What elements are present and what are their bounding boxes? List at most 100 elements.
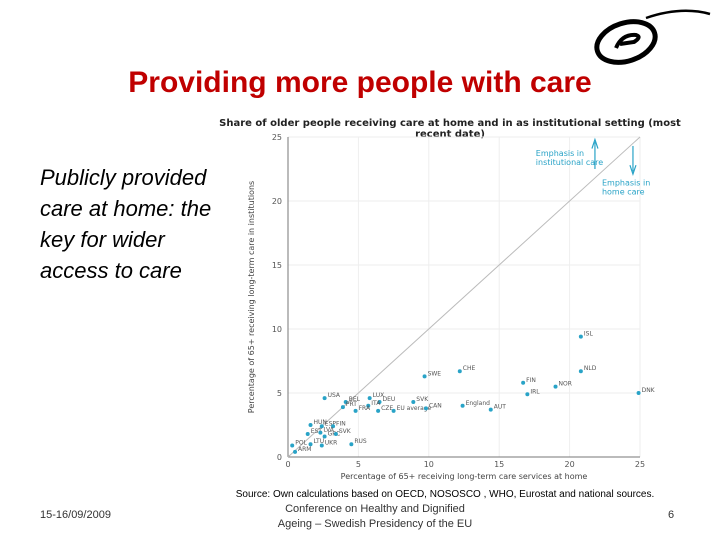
- data-point: [578, 334, 583, 339]
- data-point: [322, 434, 327, 439]
- point-label: FIN: [336, 420, 346, 427]
- point-label: NOR: [559, 381, 572, 388]
- axis-ticks: 0 5 10 15 20 25 0 5 10 15 20 25: [272, 133, 645, 469]
- data-point: [521, 380, 526, 385]
- point-label: SVK: [416, 396, 429, 403]
- point-label: RUS: [354, 438, 367, 445]
- x-axis-label: Percentage of 65+ receiving long-term ca…: [341, 472, 588, 481]
- point-label: DNK: [642, 387, 656, 394]
- logo-graphic: [594, 9, 711, 65]
- data-point: [457, 369, 462, 374]
- diagonal-line: [287, 136, 641, 458]
- data-point: [422, 374, 427, 379]
- point-label: BEL: [349, 396, 361, 403]
- x-tick-label: 10: [424, 460, 434, 469]
- data-point: [423, 406, 428, 411]
- data-point: [391, 408, 396, 413]
- data-point: [331, 424, 336, 429]
- data-point: [377, 399, 382, 404]
- point-label: EU average: [397, 405, 432, 412]
- data-point: [340, 405, 345, 410]
- data-point: [367, 396, 372, 401]
- point-label: LVA: [323, 427, 334, 434]
- point-label: SWE: [428, 370, 442, 377]
- source-note: Source: Own calculations based on OECD, …: [235, 489, 655, 500]
- annotation-institutional-text: institutional care: [536, 158, 603, 167]
- point-label: England: [466, 400, 491, 407]
- y-tick-label: 20: [272, 197, 282, 206]
- footer-conference: Conference on Healthy and Dignified Agei…: [225, 502, 525, 532]
- point-label: NLD: [584, 365, 597, 372]
- point-label: AUT: [494, 404, 506, 411]
- annotation-home-text: Emphasis in: [602, 179, 650, 188]
- footer-line-2: Ageing – Swedish Presidency of the EU: [277, 518, 473, 530]
- point-label: ARM: [298, 446, 311, 453]
- data-point: [319, 424, 324, 429]
- point-label: ITA: [371, 400, 381, 407]
- data-point: [318, 430, 323, 435]
- data-point: [525, 392, 530, 397]
- point-label: HUN: [314, 419, 327, 426]
- y-tick-label: 15: [272, 261, 282, 270]
- point-label: EST: [311, 428, 323, 435]
- x-tick-label: 20: [565, 460, 575, 469]
- slide-title: Providing more people with care: [128, 66, 592, 99]
- y-tick-label: 0: [277, 453, 282, 462]
- data-point: [376, 408, 381, 413]
- data-point: [411, 399, 416, 404]
- arrow-up-head-icon: [591, 137, 599, 149]
- data-point: [488, 407, 493, 412]
- y-tick-label: 5: [277, 389, 282, 398]
- data-point: [353, 408, 358, 413]
- page-number: 6: [668, 509, 675, 521]
- data-point: [322, 396, 327, 401]
- point-label: CZE: [381, 405, 393, 412]
- data-point: [553, 384, 558, 389]
- annotation-home-text: home care: [602, 188, 645, 197]
- point-label: ESP: [325, 420, 337, 427]
- point-label: LUX: [373, 392, 385, 399]
- gridlines: [287, 136, 641, 458]
- side-text: Publicly provided care at home: the key …: [40, 165, 212, 283]
- point-label: FRA: [359, 405, 371, 412]
- point-label: LTU: [314, 438, 325, 445]
- data-point: [578, 369, 583, 374]
- point-label: PRT: [346, 401, 357, 408]
- point-label: POL: [295, 439, 307, 446]
- point-label: FIN: [526, 377, 536, 384]
- x-tick-label: 15: [494, 460, 504, 469]
- point-label: DEU: [383, 396, 396, 403]
- point-label: ISL: [584, 331, 594, 338]
- data-point: [349, 442, 354, 447]
- arrow-down-head-icon: [629, 164, 637, 177]
- footer-date: 15-16/09/2009: [40, 509, 111, 521]
- x-tick-label: 5: [356, 460, 361, 469]
- y-tick-label: 25: [272, 133, 282, 142]
- data-point: [305, 431, 310, 436]
- point-label: USA: [328, 392, 341, 399]
- x-tick-label: 25: [635, 460, 645, 469]
- data-point: [460, 403, 465, 408]
- european-centre-logo-icon: [586, 8, 714, 72]
- data-points: ISL NLD CHE SWE FIN NOR IRL DNK USA LUX BEL DEU SVK P…: [290, 331, 656, 454]
- x-tick-label: 0: [285, 460, 290, 469]
- data-point: [366, 403, 371, 408]
- point-label: CHE: [463, 365, 476, 372]
- data-point: [290, 443, 295, 448]
- y-tick-label: 10: [272, 325, 282, 334]
- point-label: SVK: [339, 428, 352, 435]
- data-point: [333, 431, 338, 436]
- footer-line-1: Conference on Healthy and Dignified: [285, 503, 465, 515]
- point-label: UKR: [325, 439, 338, 446]
- data-point: [319, 443, 324, 448]
- y-axis-label: Percentage of 65+ receiving long-term ca…: [247, 181, 256, 413]
- chart-title: Share of older people receiving care at …: [219, 118, 681, 140]
- annotation-institutional-text: Emphasis in: [536, 149, 584, 158]
- data-point: [308, 442, 313, 447]
- point-label: IRL: [530, 388, 540, 395]
- data-point: [636, 391, 641, 395]
- data-point: [293, 449, 298, 454]
- data-point: [343, 399, 348, 404]
